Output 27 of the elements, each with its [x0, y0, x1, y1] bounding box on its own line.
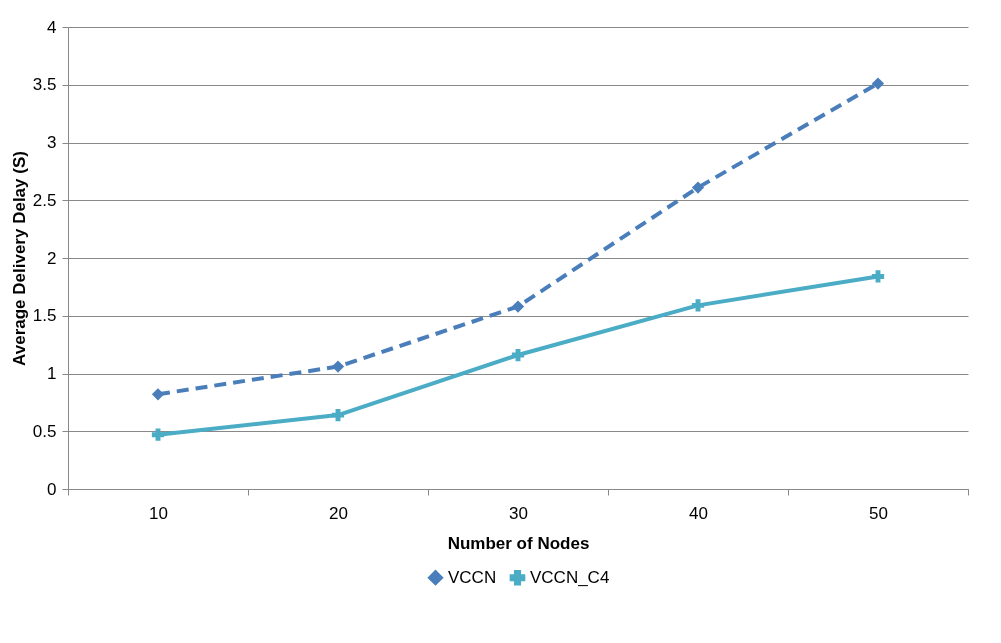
- point: [331, 360, 345, 373]
- y-tick-label: 1: [47, 364, 57, 383]
- point: [331, 408, 345, 422]
- point: [871, 77, 885, 90]
- y-axis-title: Average Delivery Delay (S): [9, 151, 29, 366]
- point: [691, 181, 705, 194]
- point: [151, 388, 165, 401]
- point: [151, 428, 165, 441]
- y-tick-label: 3.5: [32, 75, 57, 95]
- x-tick-label: 30: [509, 503, 528, 523]
- legend-label: VCCN: [448, 567, 497, 587]
- y-tick-label: 3: [47, 133, 57, 152]
- point: [511, 300, 525, 313]
- point: [871, 270, 885, 283]
- y-tick-label: 2: [47, 248, 57, 268]
- legend-label: VCCN_C4: [530, 567, 610, 587]
- x-tick-label: 40: [689, 503, 708, 523]
- x-tick-label: 20: [329, 503, 348, 523]
- x-tick-label: 10: [149, 503, 168, 523]
- point: [691, 299, 705, 312]
- y-tick-label: 0: [47, 479, 57, 499]
- x-axis-title: Number of Nodes: [447, 533, 590, 553]
- x-tick-label: 50: [869, 503, 888, 523]
- y-tick-label: 1.5: [32, 306, 57, 326]
- y-tick-label: 0.5: [32, 421, 57, 441]
- y-tick-label: 4: [47, 17, 57, 37]
- y-tick-label: 2.5: [32, 190, 57, 210]
